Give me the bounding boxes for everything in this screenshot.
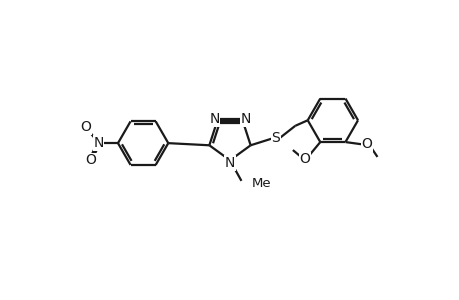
Text: S: S	[271, 131, 280, 146]
Text: N: N	[93, 136, 104, 150]
Text: Me: Me	[251, 177, 271, 190]
Text: N: N	[209, 112, 219, 126]
Text: O: O	[80, 120, 91, 134]
Text: O: O	[360, 137, 371, 151]
Text: N: N	[240, 112, 250, 126]
Text: N: N	[224, 156, 235, 170]
Text: O: O	[85, 153, 96, 167]
Text: O: O	[299, 152, 309, 166]
